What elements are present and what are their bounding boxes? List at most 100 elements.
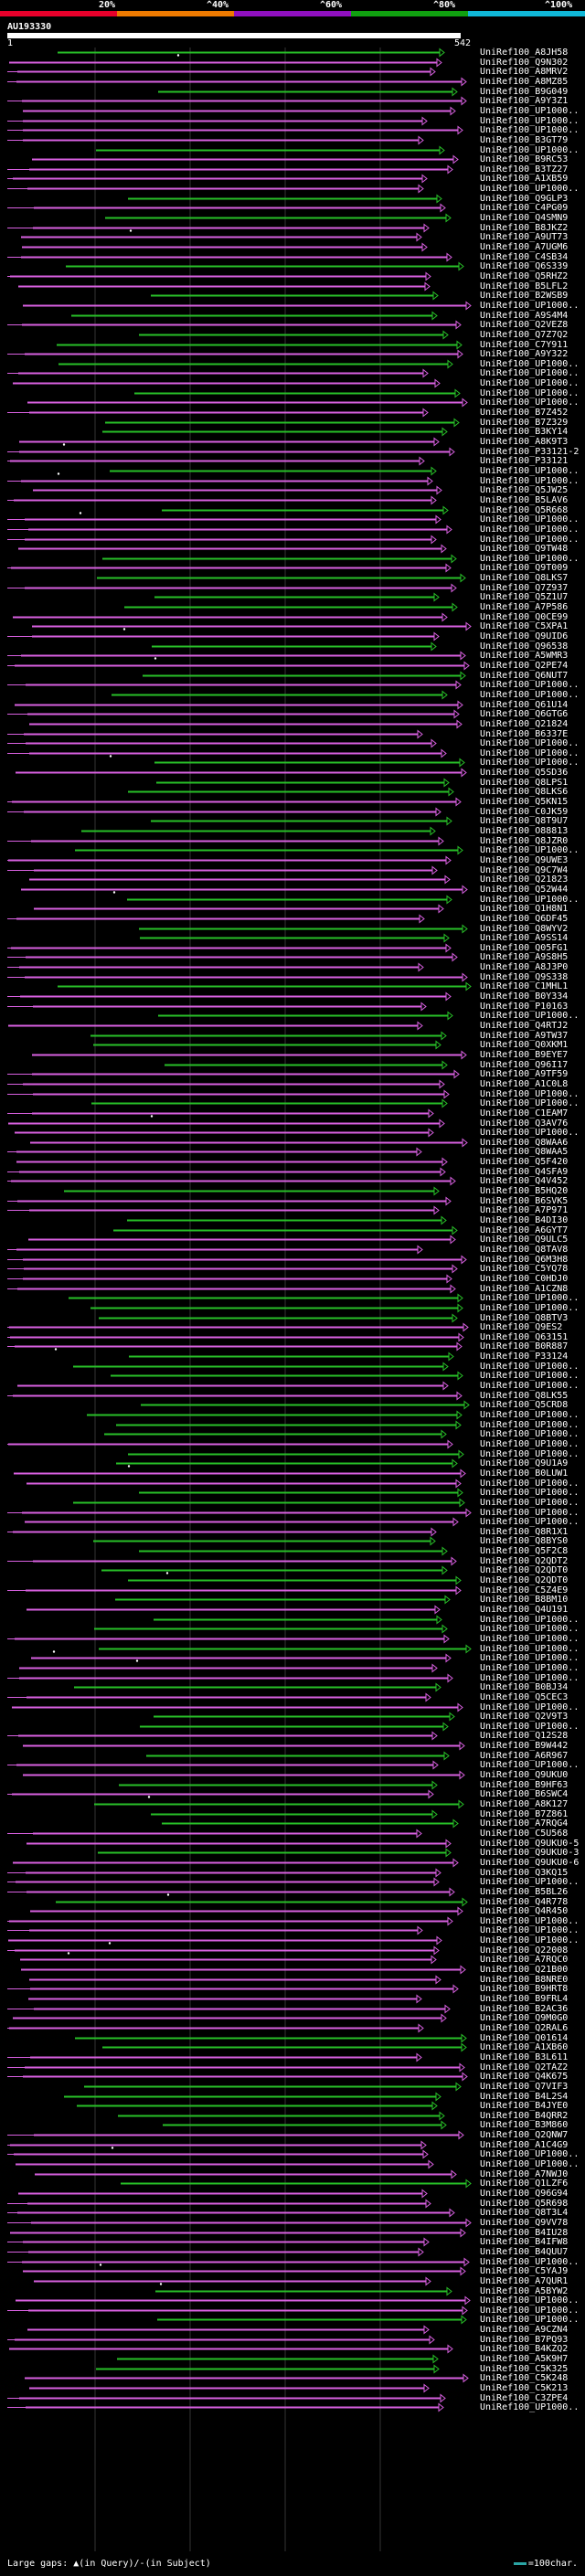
- hit-label[interactable]: UniRef100_B3TZ27: [480, 164, 569, 175]
- hit-label[interactable]: UniRef100_Q9TW48: [480, 544, 569, 554]
- hit-label[interactable]: UniRef100_A7P586: [480, 602, 569, 612]
- hit-label[interactable]: UniRef100_UP1000..: [480, 2402, 580, 2412]
- hit-label[interactable]: UniRef100_B3M860: [480, 2120, 569, 2130]
- hit-label[interactable]: UniRef100_B7Z861: [480, 1809, 569, 1819]
- hit-label[interactable]: UniRef100_UP1000..: [480, 680, 580, 690]
- hit-label[interactable]: UniRef100_Q2RAL6: [480, 2023, 569, 2033]
- hit-label[interactable]: UniRef100_Q8LPS1: [480, 778, 569, 788]
- hit-label[interactable]: UniRef100_B4IU28: [480, 2228, 569, 2238]
- hit-label[interactable]: UniRef100_UP1000..: [480, 748, 580, 758]
- hit-label[interactable]: UniRef100_B9RC53: [480, 154, 569, 164]
- hit-label[interactable]: UniRef100_Q12S28: [480, 1731, 569, 1741]
- hit-label[interactable]: UniRef100_B9G049: [480, 87, 569, 97]
- hit-label[interactable]: UniRef100_Q63151: [480, 1332, 569, 1342]
- hit-label[interactable]: UniRef100_Q1H8N1: [480, 904, 569, 914]
- hit-label[interactable]: UniRef100_A1C0L8: [480, 1079, 569, 1089]
- hit-label[interactable]: UniRef100_Q9S338: [480, 972, 569, 982]
- hit-label[interactable]: UniRef100_UP1000..: [480, 1673, 580, 1683]
- hit-label[interactable]: UniRef100_Q6S339: [480, 261, 569, 271]
- hit-label[interactable]: UniRef100_A6R967: [480, 1751, 569, 1761]
- hit-label[interactable]: UniRef100_Q4U191: [480, 1605, 569, 1615]
- hit-label[interactable]: UniRef100_Q5CEC3: [480, 1692, 569, 1702]
- hit-label[interactable]: UniRef100_Q9T009: [480, 563, 569, 573]
- hit-label[interactable]: UniRef100_Q8TAV8: [480, 1245, 569, 1255]
- hit-label[interactable]: UniRef100_A8JH58: [480, 48, 569, 58]
- hit-label[interactable]: UniRef100_Q8T9U7: [480, 816, 569, 826]
- hit-label[interactable]: UniRef100_P10163: [480, 1002, 569, 1012]
- hit-label[interactable]: UniRef100_A7QUR1: [480, 2276, 569, 2286]
- hit-label[interactable]: UniRef100_Q05FG1: [480, 943, 569, 953]
- hit-label[interactable]: UniRef100_UP1000..: [480, 1916, 580, 1926]
- hit-label[interactable]: UniRef100_A5K9H7: [480, 2354, 569, 2364]
- hit-label[interactable]: UniRef100_Q9UKU0-5: [480, 1839, 580, 1849]
- hit-label[interactable]: UniRef100_Q3AV76: [480, 1118, 569, 1129]
- hit-label[interactable]: UniRef100_UP1000..: [480, 145, 580, 155]
- hit-label[interactable]: UniRef100_UP1000..: [480, 359, 580, 369]
- hit-label[interactable]: UniRef100_UP1000..: [480, 1653, 580, 1663]
- hit-label[interactable]: UniRef100_A9TF59: [480, 1069, 569, 1079]
- hit-label[interactable]: UniRef100_UP1000..: [480, 690, 580, 700]
- hit-label[interactable]: UniRef100_Q8BTV3: [480, 1313, 569, 1323]
- hit-label[interactable]: UniRef100_A1C4G9: [480, 2140, 569, 2150]
- hit-label[interactable]: UniRef100_Q8WYV2: [480, 924, 569, 934]
- hit-label[interactable]: UniRef100_UP1000..: [480, 1615, 580, 1625]
- hit-label[interactable]: UniRef100_Q6DF45: [480, 914, 569, 924]
- hit-label[interactable]: UniRef100_Q5Z1U7: [480, 592, 569, 602]
- hit-label[interactable]: UniRef100_UP1000..: [480, 1760, 580, 1770]
- hit-label[interactable]: UniRef100_P33124: [480, 1352, 569, 1362]
- hit-label[interactable]: UniRef100_Q96I17: [480, 1060, 569, 1070]
- hit-label[interactable]: UniRef100_B5LFL2: [480, 281, 569, 292]
- hit-label[interactable]: UniRef100_Q9VV78: [480, 2218, 569, 2228]
- hit-label[interactable]: UniRef100_C5YQ78: [480, 1264, 569, 1274]
- hit-label[interactable]: UniRef100_UP1000..: [480, 1381, 580, 1391]
- hit-label[interactable]: UniRef100_C5U568: [480, 1829, 569, 1839]
- hit-label[interactable]: UniRef100_B9EYE7: [480, 1050, 569, 1060]
- hit-label[interactable]: UniRef100_A6GYT7: [480, 1225, 569, 1235]
- hit-label[interactable]: UniRef100_A9SS14: [480, 933, 569, 943]
- hit-label[interactable]: UniRef100_Q2VEZ8: [480, 320, 569, 330]
- hit-label[interactable]: UniRef100_Q7Z7Q2: [480, 330, 569, 340]
- hit-label[interactable]: UniRef100_Q7Z937: [480, 583, 569, 593]
- hit-label[interactable]: UniRef100_B4IFW8: [480, 2237, 569, 2247]
- hit-label[interactable]: UniRef100_UP1000..: [480, 1362, 580, 1372]
- hit-label[interactable]: UniRef100_C4SB34: [480, 252, 569, 262]
- hit-label[interactable]: UniRef100_UP1000..: [480, 1293, 580, 1303]
- hit-label[interactable]: UniRef100_Q9ES2: [480, 1322, 563, 1332]
- hit-label[interactable]: UniRef100_UP1000..: [480, 116, 580, 126]
- hit-label[interactable]: UniRef100_C5K248: [480, 2373, 569, 2383]
- hit-label[interactable]: UniRef100_Q8T3L4: [480, 2208, 569, 2218]
- hit-label[interactable]: UniRef100_B0R887: [480, 1341, 569, 1352]
- hit-label[interactable]: UniRef100_A9S4M4: [480, 311, 569, 321]
- hit-label[interactable]: UniRef100_UP1000..: [480, 1925, 580, 1935]
- hit-label[interactable]: UniRef100_Q5F420: [480, 1157, 569, 1167]
- hit-label[interactable]: UniRef100_Q9UKU0: [480, 1770, 569, 1780]
- hit-label[interactable]: UniRef100_A7RQC0: [480, 1955, 569, 1965]
- hit-label[interactable]: UniRef100_UP1000..: [480, 476, 580, 486]
- hit-label[interactable]: UniRef100_A9CZN4: [480, 2325, 569, 2335]
- hit-label[interactable]: UniRef100_Q96538: [480, 641, 569, 652]
- hit-label[interactable]: UniRef100_C3ZPE4: [480, 2393, 569, 2403]
- hit-label[interactable]: UniRef100_B0Y334: [480, 991, 569, 1002]
- hit-label[interactable]: UniRef100_UP1000..: [480, 2315, 580, 2325]
- hit-label[interactable]: UniRef100_A1XB60: [480, 2042, 569, 2052]
- hit-label[interactable]: UniRef100_Q4R778: [480, 1897, 569, 1907]
- hit-label[interactable]: UniRef100_Q9UID6: [480, 631, 569, 641]
- hit-label[interactable]: UniRef100_UP1000..: [480, 1128, 580, 1138]
- hit-label[interactable]: UniRef100_Q0XKM1: [480, 1040, 569, 1050]
- hit-label[interactable]: UniRef100_A8MRV2: [480, 67, 569, 77]
- hit-label[interactable]: UniRef100_UP1000..: [480, 738, 580, 748]
- hit-label[interactable]: UniRef100_Q0CE99: [480, 612, 569, 622]
- hit-label[interactable]: UniRef100_B0LUW1: [480, 1468, 569, 1479]
- hit-label[interactable]: UniRef100_UP1000..: [480, 525, 580, 535]
- hit-label[interactable]: UniRef100_UP1000..: [480, 1429, 580, 1439]
- hit-label[interactable]: UniRef100_UP1000..: [480, 1663, 580, 1673]
- hit-label[interactable]: UniRef100_UP1000..: [480, 1303, 580, 1313]
- hit-label[interactable]: UniRef100_B0BJ34: [480, 1682, 569, 1692]
- hit-label[interactable]: UniRef100_Q5CRD8: [480, 1400, 569, 1410]
- hit-label[interactable]: UniRef100_B8NRE0: [480, 1975, 569, 1985]
- hit-label[interactable]: UniRef100_A9UT73: [480, 232, 569, 242]
- hit-label[interactable]: UniRef100_Q8LKS6: [480, 787, 569, 797]
- hit-label[interactable]: UniRef100_UP1000..: [480, 554, 580, 564]
- hit-label[interactable]: UniRef100_Q5R668: [480, 505, 569, 515]
- hit-label[interactable]: UniRef100_B4QUU7: [480, 2247, 569, 2257]
